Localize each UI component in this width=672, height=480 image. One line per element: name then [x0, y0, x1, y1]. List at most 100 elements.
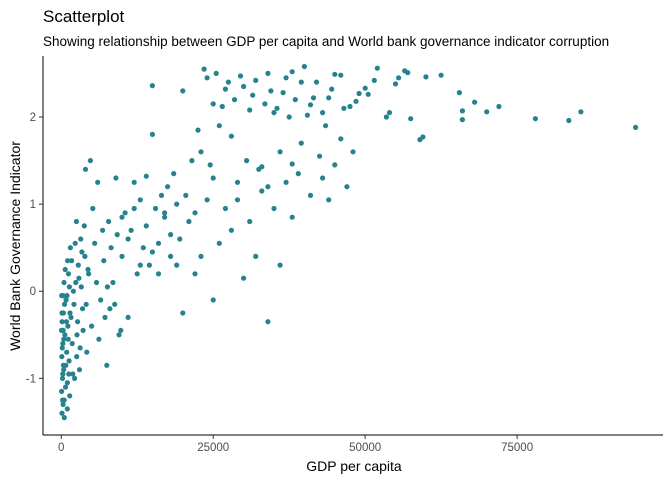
data-point: [289, 214, 295, 220]
data-point: [61, 279, 67, 286]
data-point: [171, 171, 177, 177]
data-point: [274, 105, 280, 111]
data-point: [247, 218, 253, 225]
data-point: [143, 173, 149, 179]
data-point: [277, 262, 283, 268]
data-point: [98, 297, 104, 303]
data-point: [84, 349, 90, 355]
data-point: [219, 103, 225, 110]
data-point: [74, 332, 80, 338]
data-point: [326, 95, 332, 101]
data-point: [265, 184, 271, 190]
data-point: [408, 116, 414, 122]
data-point: [277, 149, 283, 155]
data-point: [289, 69, 295, 75]
data-point: [234, 179, 241, 185]
data-point: [298, 79, 304, 85]
data-point: [265, 70, 271, 76]
data-point: [59, 388, 65, 394]
data-point: [73, 218, 79, 225]
x-axis: 0 25000 50000 75000: [43, 434, 663, 454]
data-point: [116, 332, 122, 338]
data-point: [204, 75, 210, 81]
data-point: [82, 166, 89, 172]
data-point: [101, 258, 107, 264]
y-axis-title: World Bank Governance Indicator: [7, 141, 23, 351]
data-point: [107, 306, 113, 312]
data-point: [344, 184, 350, 190]
data-point: [93, 279, 100, 286]
data-point: [60, 340, 66, 347]
data-point: [168, 253, 174, 259]
data-point: [310, 95, 317, 101]
data-point: [108, 245, 114, 251]
data-point: [250, 92, 256, 98]
data-point: [110, 279, 116, 286]
data-point: [162, 214, 168, 220]
data-point: [65, 271, 72, 277]
data-point: [253, 253, 259, 259]
data-point: [85, 266, 91, 273]
data-point: [114, 232, 120, 238]
data-point: [213, 70, 219, 76]
data-point: [338, 72, 344, 78]
data-point: [119, 253, 125, 259]
data-point: [149, 131, 155, 137]
data-point: [64, 293, 70, 299]
data-point: [95, 179, 101, 185]
data-point: [112, 301, 118, 307]
data-point: [59, 310, 65, 316]
data-point: [320, 175, 326, 181]
data-point: [76, 367, 83, 373]
data-point: [195, 127, 201, 133]
data-point: [155, 240, 162, 246]
data-point: [75, 319, 81, 325]
y-axis: -1 0 1 2: [26, 56, 44, 435]
data-point: [100, 227, 106, 233]
x-axis-title: GDP per capita: [306, 458, 402, 474]
data-point: [96, 336, 102, 342]
data-point: [207, 162, 213, 168]
data-point: [459, 108, 465, 114]
data-point: [222, 86, 228, 92]
data-point: [65, 336, 71, 342]
data-point: [61, 336, 67, 342]
data-point: [60, 293, 66, 299]
data-point: [192, 210, 198, 216]
data-point: [222, 205, 228, 212]
data-point: [201, 66, 207, 72]
data-point: [186, 218, 192, 225]
data-point: [198, 253, 204, 259]
data-point: [280, 90, 286, 96]
data-point: [60, 401, 66, 408]
data-point: [81, 223, 87, 229]
data-point: [59, 345, 65, 351]
data-point: [283, 75, 289, 81]
data-point: [347, 103, 353, 110]
data-point: [72, 240, 78, 246]
data-point: [79, 306, 86, 312]
data-point: [244, 158, 250, 164]
data-point: [228, 227, 234, 233]
data-point: [66, 284, 72, 290]
data-point: [59, 410, 65, 416]
data-point: [125, 314, 131, 320]
data-point: [271, 205, 277, 212]
data-point: [332, 71, 338, 77]
data-point: [63, 319, 69, 325]
data-point: [165, 184, 171, 190]
data-point: [102, 314, 108, 320]
data-point: [216, 123, 222, 129]
data-point: [83, 301, 89, 307]
data-point: [189, 158, 195, 164]
data-point: [231, 97, 238, 103]
data-point: [70, 288, 76, 294]
data-point: [122, 210, 128, 216]
data-point: [118, 327, 124, 333]
data-point: [59, 354, 65, 360]
data-point: [204, 197, 210, 203]
data-point: [162, 210, 168, 216]
data-point: [59, 375, 66, 381]
data-point: [392, 81, 399, 87]
